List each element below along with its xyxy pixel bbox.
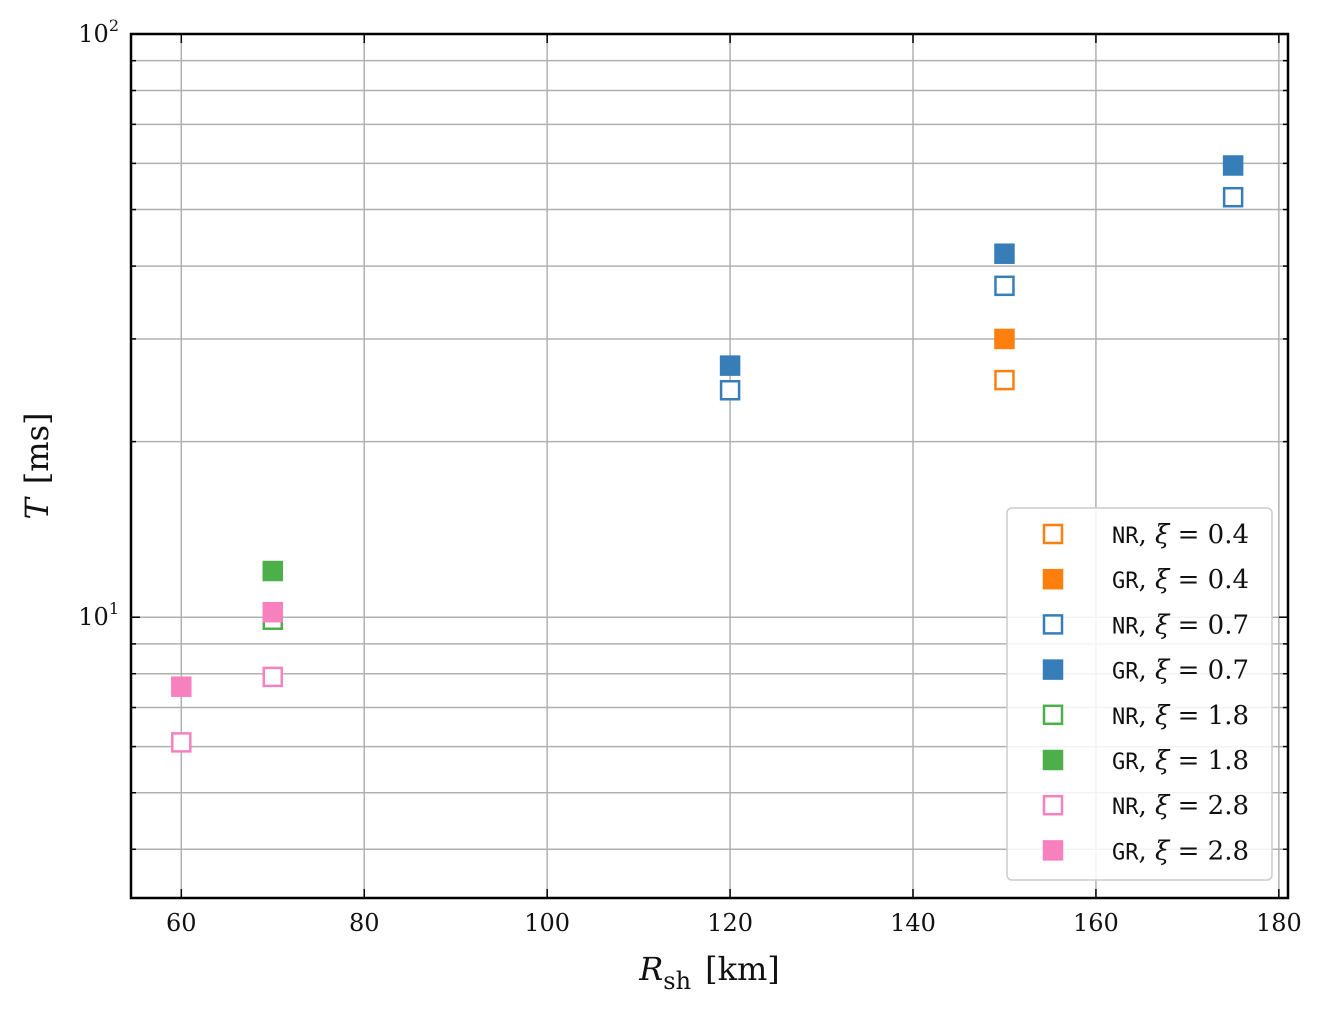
legend-entry: GR, ξ = 0.4: [1042, 565, 1249, 595]
x-tick-label: 100: [524, 909, 570, 937]
legend-marker: [1042, 659, 1064, 680]
legend-marker: [1042, 614, 1064, 635]
legend-label: NR, ξ = 0.4: [1112, 520, 1249, 550]
x-tick-label: 80: [349, 909, 380, 937]
legend-label: NR, ξ = 1.8: [1112, 701, 1249, 731]
x-tick-label: 140: [890, 909, 936, 937]
legend-label: GR, ξ = 0.7: [1112, 656, 1249, 686]
open-marker-nr-xi-0-4: [994, 369, 1015, 391]
legend-marker: [1042, 704, 1064, 726]
legend-marker: [1042, 523, 1064, 545]
legend-marker: [1042, 794, 1064, 816]
open-marker-nr-xi-0-7: [719, 379, 741, 401]
filled-marker-gr-xi-2-8: [171, 676, 192, 697]
legend-entry: NR, ξ = 0.7: [1042, 610, 1249, 640]
legend-entry: NR, ξ = 2.8: [1042, 791, 1249, 821]
legend-label: NR, ξ = 0.7: [1112, 610, 1249, 640]
filled-marker-gr-xi-2-8: [262, 601, 284, 623]
filled-marker-gr-xi-0-4: [994, 328, 1015, 350]
filled-marker-gr-xi-0-7: [994, 243, 1015, 264]
x-axis-label: Rsh [km]: [638, 950, 780, 995]
legend-label: GR, ξ = 0.4: [1112, 565, 1249, 595]
open-marker-nr-xi-2-8: [171, 732, 192, 753]
filled-marker-gr-xi-1-8: [262, 560, 284, 582]
open-marker-nr-xi-0-7: [994, 275, 1015, 297]
open-marker-nr-xi-0-7: [1222, 186, 1244, 208]
legend-label: GR, ξ = 2.8: [1112, 836, 1249, 866]
legend-marker: [1042, 840, 1064, 861]
data-points: [171, 155, 1244, 753]
legend-entry: GR, ξ = 2.8: [1042, 836, 1249, 866]
legend-label: GR, ξ = 1.8: [1112, 746, 1249, 776]
legend-label: NR, ξ = 2.8: [1112, 791, 1249, 821]
y-tick-label: 102: [78, 16, 119, 48]
x-tick-label: 180: [1256, 909, 1302, 937]
axis-ticks: 60 80 100 120 140 160 180 101 102: [78, 16, 1301, 937]
y-axis-label: T[ms]: [18, 412, 56, 519]
legend-entry: GR, ξ = 0.7: [1042, 656, 1249, 686]
legend-entry: NR, ξ = 1.8: [1042, 701, 1249, 731]
filled-marker-gr-xi-0-7: [1222, 155, 1244, 176]
legend-marker: [1042, 568, 1064, 590]
x-tick-label: 120: [707, 909, 753, 937]
legend-entry: NR, ξ = 0.4: [1042, 520, 1249, 550]
plot-frame: [129, 32, 1290, 900]
legend-box: [1006, 507, 1273, 881]
y-tick-label: 101: [78, 599, 119, 631]
open-marker-nr-xi-2-8: [262, 666, 284, 688]
filled-marker-gr-xi-0-7: [719, 355, 741, 376]
legend: NR, ξ = 0.4 GR, ξ = 0.4 NR, ξ = 0.7 GR, ξ =…: [1006, 507, 1273, 881]
legend-entry: GR, ξ = 1.8: [1042, 746, 1249, 776]
x-tick-label: 60: [166, 909, 197, 937]
legend-marker: [1042, 749, 1064, 771]
x-tick-label: 160: [1073, 909, 1119, 937]
